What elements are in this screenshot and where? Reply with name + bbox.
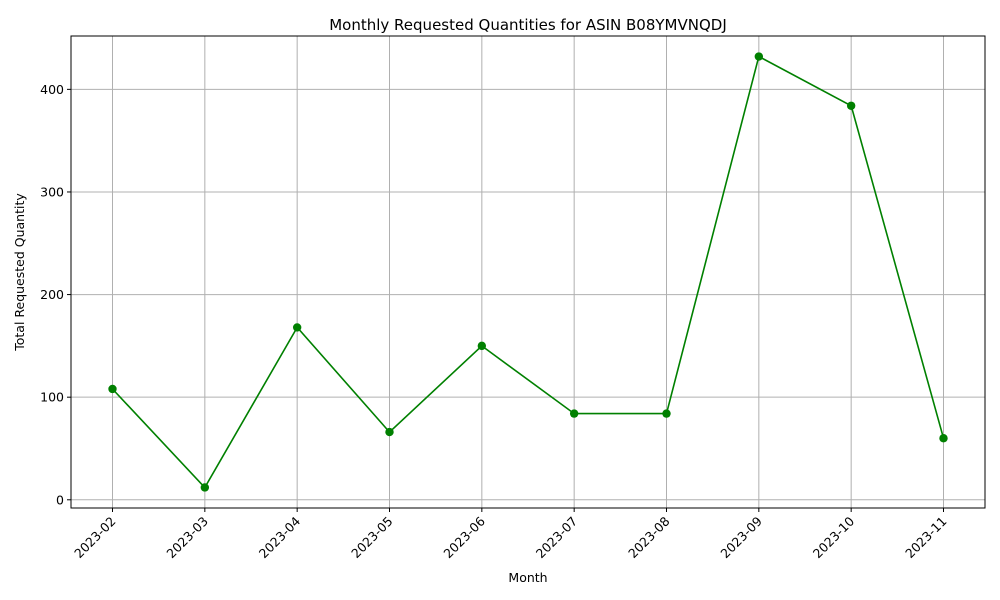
data-point-2023-11 [939, 434, 948, 443]
chart-title: Monthly Requested Quantities for ASIN B0… [329, 16, 727, 34]
grid [71, 36, 985, 508]
data-point-2023-07 [569, 409, 579, 418]
series-line [111, 55, 945, 489]
data-point-2023-03 [200, 483, 210, 492]
data-point-2023-10 [846, 101, 856, 110]
y-tick-label: 100 [40, 390, 64, 405]
y-axis: 0 100 200 300 400 [40, 82, 71, 507]
data-point-2023-05 [385, 427, 394, 437]
y-axis-title: Total Requested Quantity [12, 193, 27, 352]
series-layer [108, 52, 948, 492]
x-axis-title: Month [508, 570, 547, 585]
y-tick-label: 0 [56, 492, 64, 507]
data-point-2023-04 [292, 323, 302, 332]
data-point-2023-06 [477, 341, 487, 351]
plot-frame [70, 35, 986, 509]
y-tick-label: 400 [40, 82, 64, 97]
data-point-2023-09 [754, 52, 764, 61]
data-point-2023-02 [108, 384, 117, 394]
data-point-2023-08 [662, 409, 671, 418]
y-tick-label: 300 [40, 184, 64, 199]
y-tick-label: 200 [40, 287, 64, 302]
